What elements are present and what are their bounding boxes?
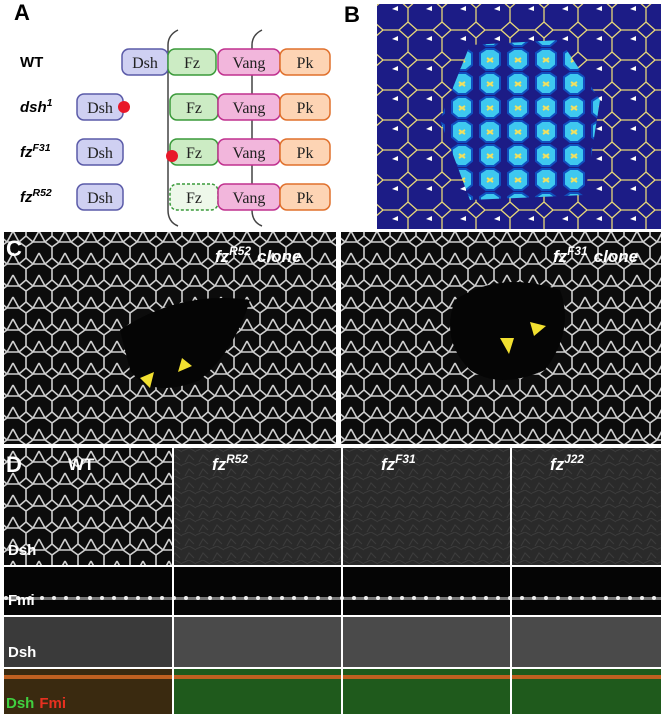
genotype-label: fzF31 clone	[553, 244, 638, 266]
genotype-sup: 1	[47, 97, 53, 109]
row-label-green: Dsh	[6, 695, 34, 712]
protein-label: Vang	[233, 145, 266, 162]
micrograph	[174, 617, 341, 667]
protein-label: Fz	[186, 100, 202, 117]
protein-label: Vang	[233, 190, 266, 207]
genotype-base: WT	[20, 54, 43, 71]
genotype-label: fzR52	[20, 187, 52, 206]
genotype-base: fz	[20, 189, 33, 206]
genotype-base: fz	[215, 247, 230, 266]
genotype-sup: R52	[33, 187, 52, 199]
genotype-label: dsh1	[20, 97, 53, 116]
protein-label: Pk	[297, 190, 314, 207]
genotype-label: fzR52 clone	[215, 244, 301, 266]
genotype-base: fz	[20, 144, 33, 161]
genotype-label: fzR52	[212, 452, 248, 474]
micrograph	[4, 567, 172, 615]
micrograph	[343, 567, 510, 615]
genotype-sup: R52	[229, 244, 251, 258]
protein-label: Vang	[233, 100, 266, 117]
genotype-base: fz	[550, 455, 565, 474]
protein-label: Vang	[233, 55, 266, 72]
membrane	[251, 29, 263, 227]
micrograph	[343, 448, 510, 565]
micrograph	[512, 567, 661, 615]
genotype-label: fzF31	[20, 142, 51, 161]
membrane-signal	[343, 675, 510, 679]
micrograph	[343, 617, 510, 667]
protein-box	[279, 138, 331, 166]
protein-box	[279, 183, 331, 211]
row-label: Dsh	[8, 644, 36, 661]
protein-label: Fz	[184, 55, 200, 72]
mutation-dot	[166, 150, 178, 162]
genotype-suffix: clone	[257, 247, 301, 266]
genotype-base: fz	[381, 455, 396, 474]
genotype-label: fzF31	[381, 452, 416, 474]
protein-box	[279, 93, 331, 121]
clone-area	[120, 298, 250, 388]
genotype-sup: R52	[226, 452, 248, 466]
membrane	[167, 29, 179, 227]
protein-label: Dsh	[87, 190, 113, 207]
micrograph	[512, 448, 661, 565]
clone-area	[450, 282, 565, 380]
panel-label: C	[6, 236, 22, 261]
membrane-signal	[512, 675, 661, 679]
genotype-base: fz	[553, 247, 568, 266]
micrograph	[174, 448, 341, 565]
genotype-sup: J22	[564, 452, 584, 466]
micrograph	[512, 617, 661, 667]
protein-box	[76, 138, 124, 166]
panel-c-labels: fzR52 clone fzF31 clone	[215, 244, 638, 266]
row-label: Dsh	[8, 542, 36, 559]
micrograph	[174, 567, 341, 615]
micrograph	[4, 448, 172, 565]
protein-box	[167, 48, 217, 76]
row-label: Fmi	[8, 592, 35, 609]
genotype-label: fzJ22	[550, 452, 584, 474]
membrane-signal	[4, 675, 172, 679]
genotype-suffix: clone	[594, 247, 638, 266]
genotype-sup: F31	[567, 244, 588, 258]
protein-label: Fz	[186, 145, 202, 162]
genotype-sup: F31	[395, 452, 416, 466]
mutation-dot	[118, 101, 130, 113]
arrowhead	[500, 322, 546, 354]
row-label: Dsh Fmi	[6, 695, 66, 712]
protein-box	[76, 183, 124, 211]
protein-label: Pk	[297, 55, 314, 72]
genotype-base: dsh	[20, 99, 47, 116]
genotype-label: WT	[68, 455, 95, 474]
panel-label: D	[6, 452, 22, 477]
protein-label: Pk	[297, 100, 314, 117]
membrane-signal	[174, 675, 341, 679]
genotype-base: fz	[212, 455, 227, 474]
protein-label: Fz	[186, 190, 202, 207]
row-label-red: Fmi	[39, 695, 66, 712]
protein-box	[279, 48, 331, 76]
genotype-label: WT	[20, 54, 43, 71]
genotype-sup: F31	[33, 142, 51, 154]
protein-label: Dsh	[132, 55, 158, 72]
protein-label: Dsh	[87, 100, 113, 117]
genotype-base: WT	[68, 455, 95, 474]
clone-region	[440, 40, 600, 200]
panel-label: B	[344, 2, 360, 27]
micrograph	[4, 617, 172, 667]
protein-label: Dsh	[87, 145, 113, 162]
protein-label: Pk	[297, 145, 314, 162]
panel-label: A	[14, 0, 30, 25]
